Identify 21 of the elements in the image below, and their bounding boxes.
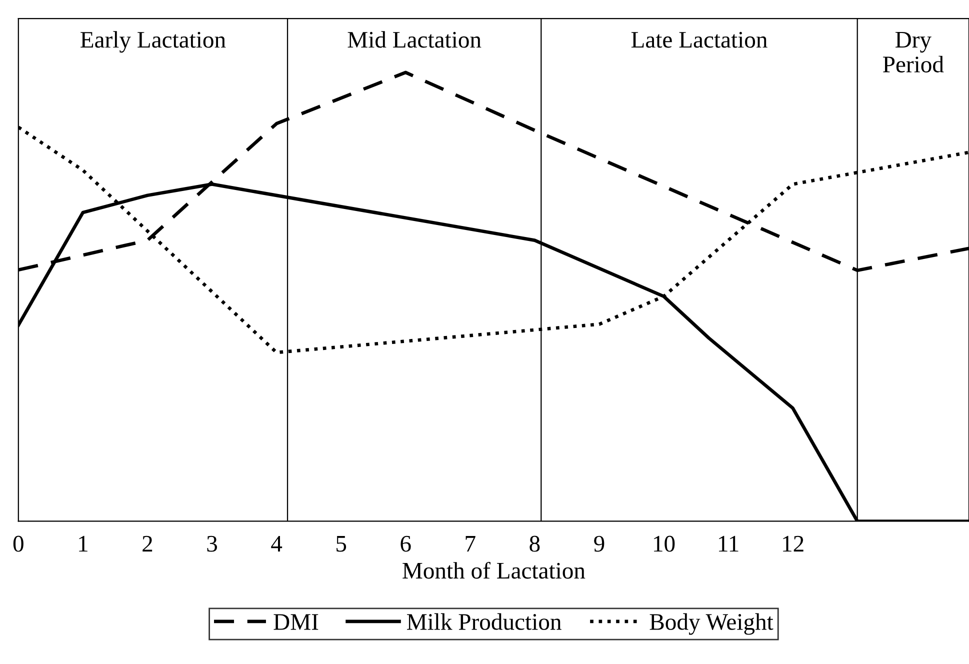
x-tick-label: 6 — [400, 536, 411, 552]
legend-label: DMI — [274, 614, 318, 630]
legend-label: Body Weight — [650, 613, 774, 635]
x-tick-label: 10 — [654, 536, 675, 552]
x-axis-title: Month of Lactation — [402, 562, 586, 579]
x-tick-label: 3 — [207, 536, 217, 552]
x-tick-label: 4 — [271, 536, 282, 552]
annotation: Dry Period — [883, 32, 944, 72]
text: Early Lactation — [80, 31, 226, 53]
legend-label: Milk Production — [407, 613, 562, 630]
x-tick-label: 2 — [142, 536, 152, 552]
x-tick-label: 11 — [719, 536, 738, 552]
x-tick-label: 1 — [79, 536, 88, 552]
x-tick-label: 7 — [466, 536, 476, 552]
x-tick-label: 9 — [594, 536, 604, 552]
x-tick-label: 12 — [783, 536, 804, 552]
x-tick-label: 8 — [530, 536, 540, 552]
x-tick-label: 5 — [336, 536, 346, 552]
text: Late Lactation — [631, 32, 768, 48]
x-tick-label: 0 — [13, 536, 24, 552]
text: Mid Lactation — [348, 31, 482, 48]
